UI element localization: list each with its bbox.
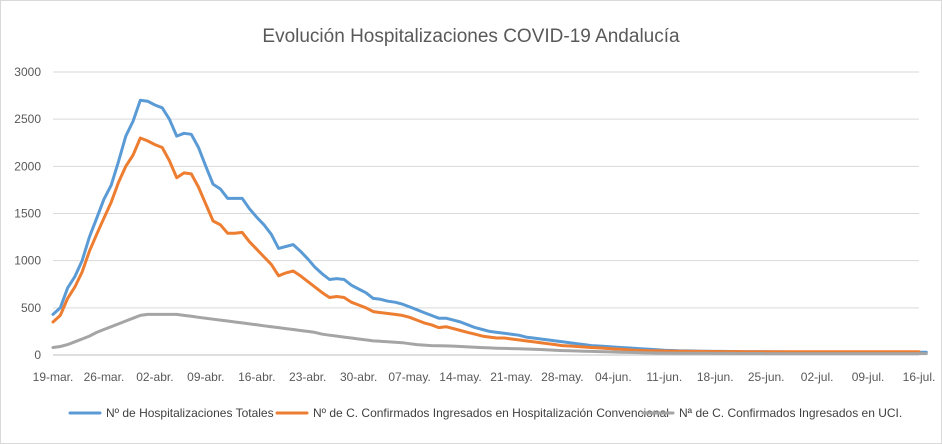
grid-lines bbox=[53, 71, 919, 356]
x-tick-label: 09-abr. bbox=[187, 370, 224, 384]
x-tick-label: 07-may. bbox=[388, 370, 430, 384]
y-tick-label: 2000 bbox=[14, 159, 41, 173]
x-tick-label: 23-abr. bbox=[289, 370, 326, 384]
series-line-3 bbox=[51, 312, 928, 356]
legend-label-1: Nº de Hospitalizaciones Totales bbox=[106, 406, 274, 420]
x-tick-label: 04-jun. bbox=[595, 370, 632, 384]
series-lines bbox=[51, 98, 928, 356]
y-tick-label: 500 bbox=[21, 301, 41, 315]
x-tick-label: 11-jun. bbox=[646, 370, 682, 384]
legend: Nº de Hospitalizaciones Totales Nº de C. … bbox=[68, 406, 902, 420]
y-tick-label: 0 bbox=[34, 348, 41, 362]
x-tick-label: 28-may. bbox=[541, 370, 583, 384]
x-tick-label: 14-may. bbox=[439, 370, 481, 384]
y-tick-label: 2500 bbox=[14, 112, 41, 126]
x-tick-label: 02-jul. bbox=[801, 370, 834, 384]
x-tick-label: 02-abr. bbox=[136, 370, 173, 384]
y-tick-label: 3000 bbox=[14, 65, 41, 79]
x-tick-label: 16-abr. bbox=[238, 370, 275, 384]
x-tick-label: 19-mar. bbox=[33, 370, 74, 384]
x-tick-label: 16-jul. bbox=[903, 370, 936, 384]
x-tick-label: 26-mar. bbox=[84, 370, 125, 384]
legend-label-3: Nª de C. Confirmados Ingresados en UCI. bbox=[679, 406, 902, 420]
chart-title: Evolución Hospitalizaciones COVID-19 And… bbox=[262, 26, 680, 47]
y-tick-label: 1000 bbox=[14, 254, 41, 268]
y-axis-ticks: 0 500 1000 1500 2000 2500 3000 bbox=[14, 65, 41, 362]
x-tick-label: 09-jul. bbox=[852, 370, 885, 384]
x-tick-label: 18-jun. bbox=[697, 370, 734, 384]
x-tick-label: 25-jun. bbox=[748, 370, 785, 384]
x-axis-ticks: 19-mar. 26-mar. 02-abr. 09-abr. 16-abr. 23-ab… bbox=[33, 370, 936, 384]
x-tick-label: 30-abr. bbox=[340, 370, 377, 384]
series-line-2 bbox=[51, 136, 921, 354]
y-tick-label: 1500 bbox=[14, 207, 41, 221]
legend-label-2: Nº de C. Confirmados Ingresados en Hospi… bbox=[313, 406, 669, 420]
x-tick-label: 21-may. bbox=[490, 370, 532, 384]
